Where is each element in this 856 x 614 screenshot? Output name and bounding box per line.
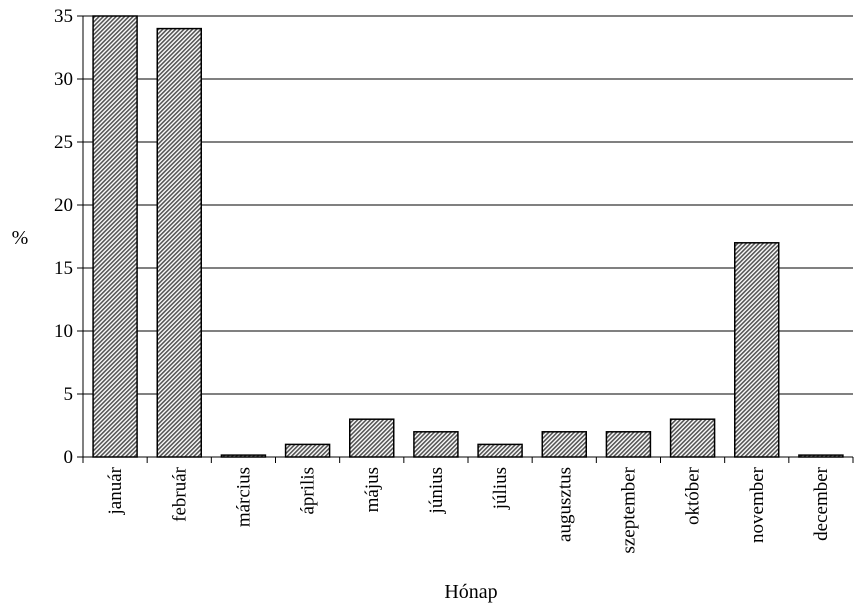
gridlines [83,15,853,395]
y-tick-label: 30 [54,69,73,90]
y-tick-label: 5 [64,384,74,405]
x-category-label: szeptember [618,466,639,553]
bar-10 [669,418,716,458]
x-category-label: december [811,466,832,541]
y-tick-label: 15 [54,258,73,279]
x-category-label: március [233,467,254,527]
labels: 0 5 10 15 20 25 30 35 január február március áprili… [54,6,832,554]
bar-2 [156,27,202,458]
bar-6 [413,431,459,458]
bar-1 [92,15,138,458]
x-category-label: június [426,467,447,514]
x-category-label: augusztus [554,467,575,542]
y-axis-title: % [12,227,29,249]
x-category-label: október [683,466,704,525]
bar-4 [284,443,331,458]
y-tick-label: 35 [54,6,73,27]
y-tick-label: 20 [54,195,73,216]
y-tick-label: 25 [54,132,73,153]
x-category-label: május [362,467,383,512]
bar-7 [477,443,523,458]
y-tick-label: 10 [54,321,73,342]
x-category-label: november [747,466,768,543]
x-category-label: július [490,467,511,510]
bar-5 [349,418,395,458]
axes [77,15,854,463]
bar-11 [734,242,780,458]
bars [92,15,844,458]
x-axis-title: Hónap [444,581,497,603]
x-category-label: április [298,467,319,515]
x-category-label: január [105,466,126,515]
bar-9 [605,431,652,458]
bar-8 [541,431,587,458]
y-tick-label: 0 [64,447,74,468]
x-category-label: február [169,466,190,522]
